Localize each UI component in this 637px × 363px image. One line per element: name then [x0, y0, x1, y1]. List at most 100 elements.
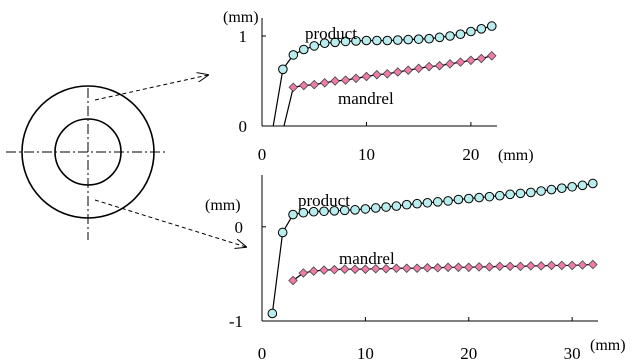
y-axis-unit-label: (mm) — [205, 197, 241, 214]
data-point — [267, 308, 278, 319]
data-point — [445, 31, 455, 41]
series-label-product: product — [298, 191, 350, 210]
data-point — [340, 75, 351, 85]
data-point — [370, 263, 381, 274]
data-point — [526, 187, 536, 198]
data-point — [401, 263, 412, 274]
x-axis-unit-label: (mm) — [590, 337, 626, 354]
data-point — [288, 50, 299, 60]
data-point — [588, 178, 598, 189]
data-point — [308, 266, 319, 276]
bottom-chart: 0 10 20 30 0 -1 (mm) (mm) product mandrel — [205, 175, 626, 363]
data-point — [350, 264, 360, 274]
data-point — [360, 264, 371, 274]
data-point — [567, 260, 577, 271]
series-label-product: product — [305, 24, 357, 43]
data-point — [319, 78, 330, 88]
data-point — [557, 260, 567, 271]
data-point — [350, 205, 360, 215]
series-mandrel — [288, 259, 598, 286]
data-point — [455, 29, 466, 40]
data-point — [382, 69, 393, 79]
data-point — [330, 37, 340, 48]
x-axis-unit-label: (mm) — [498, 147, 534, 164]
data-point — [434, 60, 445, 71]
data-point — [413, 63, 424, 74]
data-point — [424, 61, 434, 72]
data-point — [339, 264, 350, 274]
data-point — [372, 69, 382, 80]
x-tick-label: 30 — [564, 344, 581, 363]
data-point — [466, 55, 476, 66]
data-point — [370, 203, 381, 213]
data-point — [445, 59, 455, 69]
data-point — [422, 197, 433, 208]
series-line — [272, 25, 492, 126]
data-point — [557, 183, 567, 193]
data-point — [536, 186, 546, 196]
x-tick-label: 0 — [258, 145, 267, 164]
data-point — [453, 194, 464, 205]
y-axis-unit-label: (mm) — [223, 9, 259, 26]
data-point — [443, 196, 453, 206]
data-point — [546, 184, 557, 195]
data-point — [308, 206, 319, 217]
data-point — [536, 261, 546, 271]
data-point — [319, 206, 329, 217]
data-point — [361, 71, 372, 82]
data-point — [393, 67, 403, 77]
data-point — [424, 33, 434, 44]
data-point — [464, 262, 474, 273]
data-point — [515, 188, 526, 199]
data-point — [403, 34, 414, 45]
x-tick-label: 20 — [462, 145, 479, 164]
data-point — [463, 193, 474, 204]
data-point — [278, 64, 288, 75]
data-point — [577, 260, 588, 270]
data-point — [432, 197, 443, 207]
data-point — [351, 73, 361, 84]
data-point — [434, 32, 445, 43]
data-point — [381, 202, 391, 212]
data-point — [505, 189, 515, 200]
data-point — [422, 263, 433, 273]
data-point — [476, 53, 487, 64]
data-point — [401, 199, 412, 210]
data-point — [288, 209, 298, 220]
data-point — [588, 259, 598, 270]
arrow-to-bottom-chart — [94, 199, 246, 247]
data-point — [288, 275, 298, 286]
data-point — [329, 205, 340, 216]
data-point — [392, 35, 403, 45]
data-point — [340, 36, 351, 47]
data-point — [505, 261, 515, 272]
data-point — [391, 263, 402, 274]
series-label-mandrel: mandrel — [339, 249, 395, 268]
data-point — [432, 263, 443, 273]
data-point — [319, 38, 330, 49]
series-line — [292, 263, 593, 281]
data-point — [299, 80, 309, 91]
data-point — [413, 34, 424, 44]
x-tick-label: 20 — [460, 344, 477, 363]
data-point — [526, 261, 536, 271]
data-point — [474, 192, 484, 203]
data-point — [466, 26, 476, 37]
data-point — [412, 198, 422, 209]
data-point — [403, 65, 413, 75]
data-point — [495, 261, 505, 272]
x-tick-label: 0 — [258, 344, 267, 363]
data-point — [329, 264, 340, 275]
data-point — [443, 262, 453, 273]
data-point — [309, 79, 319, 90]
data-point — [381, 263, 391, 274]
data-point — [515, 261, 526, 272]
data-point — [487, 51, 497, 61]
data-point — [361, 35, 372, 46]
data-point — [494, 190, 505, 201]
data-point — [486, 21, 497, 31]
data-point — [298, 207, 309, 218]
y-tick-label: 0 — [239, 117, 248, 136]
data-point — [309, 41, 320, 51]
